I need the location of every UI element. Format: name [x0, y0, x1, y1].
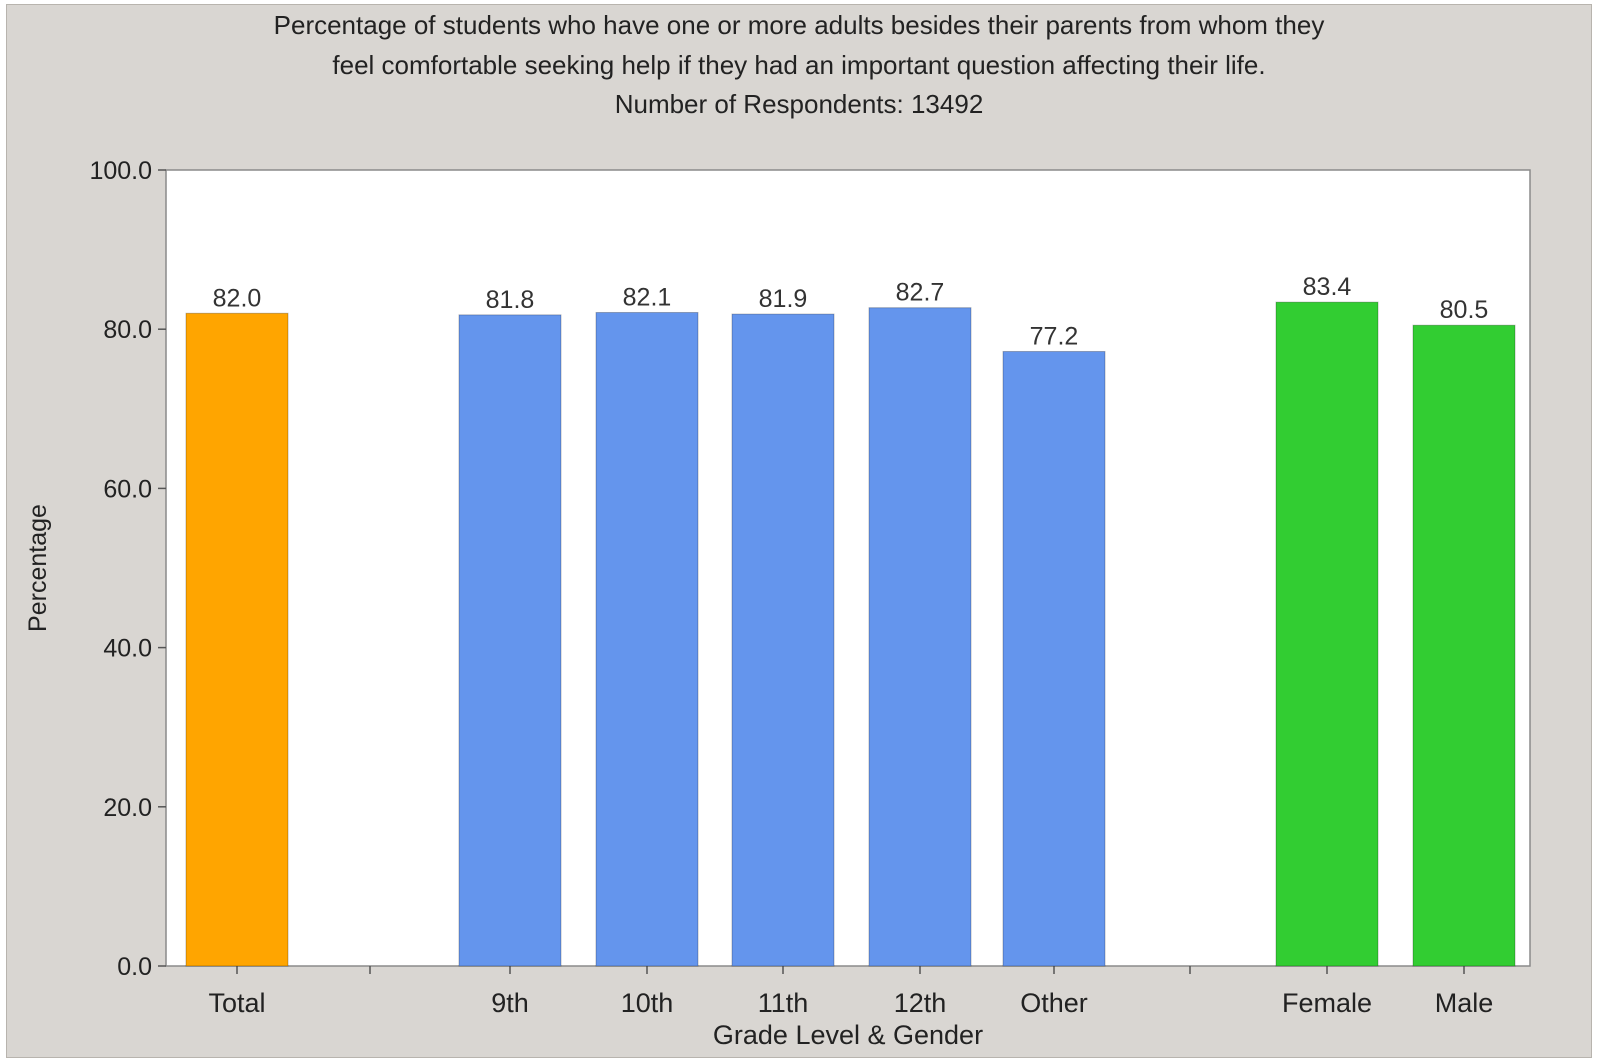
data-label: 81.8	[486, 286, 535, 314]
category-label: 10th	[621, 988, 674, 1018]
category-label: Female	[1282, 988, 1372, 1018]
chart-subtitle: Number of Respondents: 13492	[614, 89, 984, 119]
category-label: Other	[1020, 988, 1088, 1018]
y-tick-label: 0.0	[117, 953, 152, 981]
bar-10th	[595, 311, 699, 967]
bar-9th	[458, 314, 562, 967]
category-label: 11th	[758, 988, 809, 1018]
y-axis: 0.0 20.0 40.0 60.0 80.0 100.0	[89, 157, 166, 981]
category-label: 9th	[491, 988, 529, 1018]
data-label: 80.5	[1440, 296, 1489, 324]
chart-title-line-1: Percentage of students who have one or m…	[273, 10, 1325, 40]
bar-male	[1412, 324, 1516, 967]
y-tick-label: 20.0	[103, 794, 152, 822]
category-label: 12th	[894, 988, 947, 1018]
bar-other	[1002, 350, 1106, 967]
y-tick-label: 40.0	[103, 635, 152, 663]
x-axis: Total 9th 10th 11th 12th Other Female Male	[208, 966, 1493, 1018]
bar-total	[185, 312, 289, 967]
y-tick-label: 80.0	[103, 316, 152, 344]
y-axis-title: Percentage	[24, 504, 52, 632]
data-label: 77.2	[1030, 322, 1079, 350]
bar-11th	[731, 313, 835, 967]
x-axis-title: Grade Level & Gender	[713, 1020, 983, 1050]
bars: 82.0 81.8 82.1 81.9 82.7 77.2 83.4 80.5	[185, 273, 1516, 967]
chart-title-line-2: feel comfortable seeking help if they ha…	[332, 50, 1266, 80]
data-label: 82.7	[896, 279, 945, 307]
bar-12th	[868, 307, 972, 967]
y-tick-label: 60.0	[103, 475, 152, 503]
data-label: 81.9	[759, 285, 808, 313]
data-label: 83.4	[1303, 273, 1352, 301]
data-label: 82.0	[213, 284, 262, 312]
category-label: Total	[208, 988, 265, 1018]
y-tick-label: 100.0	[89, 157, 152, 185]
category-label: Male	[1435, 988, 1494, 1018]
bar-female	[1275, 301, 1379, 967]
data-label: 82.1	[623, 283, 672, 311]
